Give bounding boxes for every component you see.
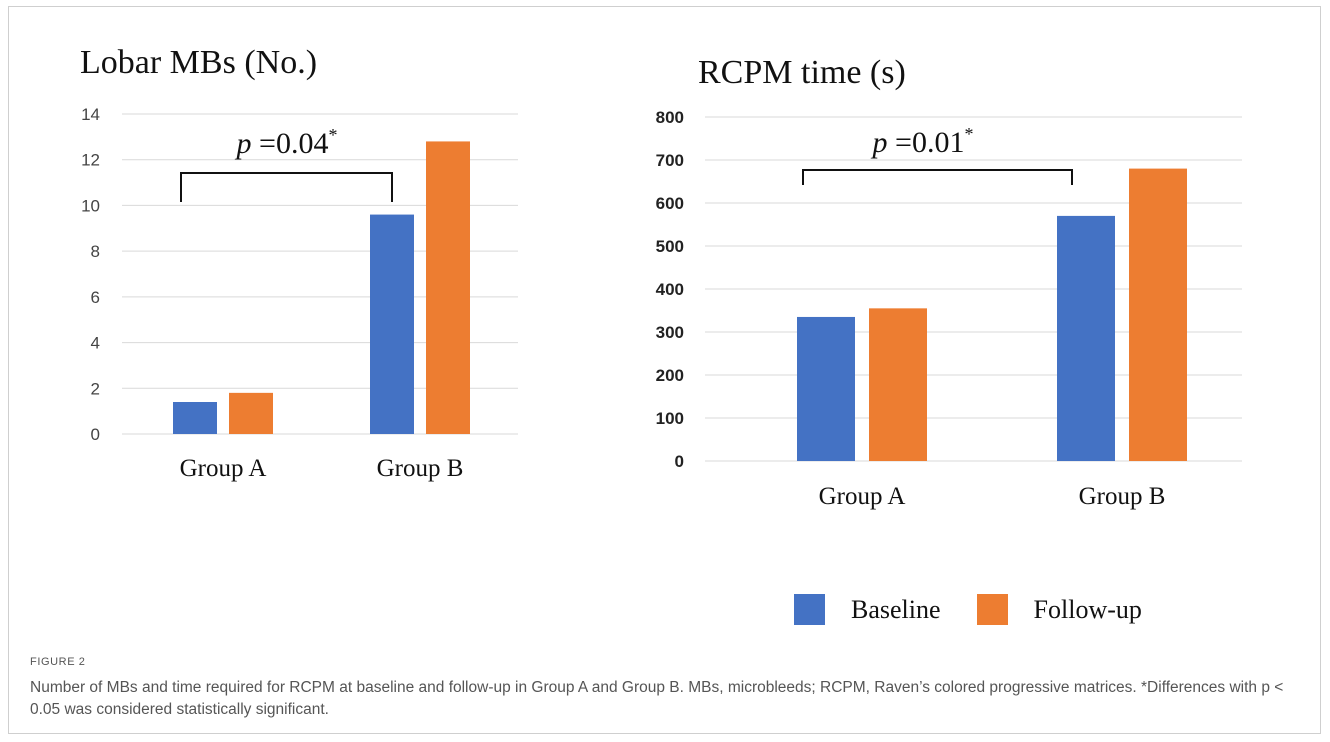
chart1-ytick-label: 10 [81, 196, 100, 215]
chart2-title: RCPM time (s) [698, 54, 906, 91]
chart1-bar-group-b-baseline [370, 214, 414, 434]
chart1-ytick-label: 0 [91, 425, 100, 444]
legend-swatch-baseline [794, 594, 825, 625]
chart1-bar-group-a-followup [229, 392, 273, 434]
chart1-ytick-label: 14 [81, 105, 100, 124]
legend-label-baseline: Baseline [851, 594, 941, 624]
chart2-p-value-label: p =0.01* [871, 124, 974, 159]
chart2-ytick-label: 0 [675, 452, 684, 471]
legend-item-followup: Follow-up [976, 594, 1142, 625]
chart2-ytick-label: 400 [656, 280, 684, 299]
chart2-bar-group-b-baseline [1057, 215, 1115, 461]
chart1-bar-group-b-followup [426, 141, 470, 434]
legend-label-followup: Follow-up [1033, 594, 1142, 624]
chart2-ytick-label: 700 [656, 151, 684, 170]
chart2-ytick-label: 500 [656, 237, 684, 256]
figure-label: FIGURE 2 [30, 656, 86, 668]
chart2-category-label: Group A [819, 483, 906, 510]
legend-swatch-followup [976, 594, 1008, 625]
chart2-bar-group-a-followup [869, 308, 927, 461]
chart1-bar-group-a-baseline [173, 402, 217, 434]
figure-caption: Number of MBs and time required for RCPM… [30, 679, 1284, 718]
chart2-bar-group-b-followup [1129, 168, 1187, 461]
figure-frame [8, 6, 1321, 734]
chart1-p-value-label: p =0.04* [235, 125, 338, 160]
chart1-category-label: Group B [377, 455, 464, 482]
chart1-ytick-label: 12 [81, 151, 100, 170]
chart1-ytick-label: 2 [91, 379, 100, 398]
chart2-ytick-label: 200 [656, 366, 684, 385]
chart2-significance-bracket [802, 169, 1073, 185]
chart1-ytick-label: 6 [91, 288, 100, 307]
legend: Baseline Follow-up [794, 594, 1142, 625]
chart2-ytick-label: 100 [656, 409, 684, 428]
chart1-category-label: Group A [180, 455, 267, 482]
chart1-ytick-label: 8 [91, 242, 100, 261]
chart2-category-label: Group B [1079, 483, 1166, 510]
chart1-title: Lobar MBs (No.) [80, 44, 318, 81]
legend-item-baseline: Baseline [794, 594, 941, 625]
chart1-ytick-label: 4 [91, 334, 100, 353]
chart2-ytick-label: 800 [656, 108, 684, 127]
chart2-ytick-label: 300 [656, 323, 684, 342]
chart2-ytick-label: 600 [656, 194, 684, 213]
chart1-significance-bracket [180, 172, 393, 202]
chart2-bar-group-a-baseline [797, 316, 855, 461]
